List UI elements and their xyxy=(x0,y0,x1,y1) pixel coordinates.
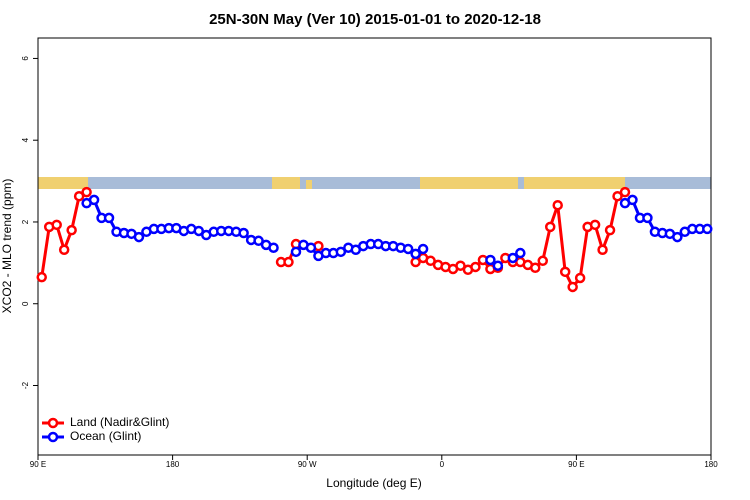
x-tick-label: 180 xyxy=(704,460,718,469)
data-point xyxy=(290,246,302,258)
data-point xyxy=(612,190,623,202)
legend-marker xyxy=(47,417,59,429)
data-point xyxy=(73,190,85,202)
data-point xyxy=(51,219,62,231)
x-tick-label: 0 xyxy=(440,460,445,469)
data-point xyxy=(559,266,571,278)
data-point xyxy=(455,260,466,271)
data-point xyxy=(567,281,578,293)
y-tick-label: 2 xyxy=(21,219,30,224)
y-tick-label: -2 xyxy=(21,381,30,389)
data-point xyxy=(642,212,653,224)
data-point xyxy=(574,272,586,284)
land-ocean-strip xyxy=(38,177,711,189)
x-tick-label: 180 xyxy=(166,460,180,469)
legend-label: Ocean (Glint) xyxy=(70,429,141,443)
series-line xyxy=(40,190,626,290)
data-point xyxy=(507,252,519,264)
data-point xyxy=(544,221,556,233)
data-point xyxy=(410,248,421,260)
data-point xyxy=(402,243,414,255)
data-point xyxy=(253,235,264,247)
land-band xyxy=(38,177,88,189)
y-tick-label: 6 xyxy=(21,56,30,61)
data-point xyxy=(604,224,616,236)
data-point xyxy=(619,186,631,198)
land-band xyxy=(306,180,312,189)
data-point xyxy=(627,194,638,206)
y-axis-label: XCO2 - MLO trend (ppm) xyxy=(0,179,14,314)
data-point xyxy=(552,199,563,211)
data-point xyxy=(103,212,115,224)
data-point xyxy=(530,262,541,274)
data-point xyxy=(58,244,70,256)
data-point xyxy=(238,227,249,239)
data-point xyxy=(81,186,92,198)
data-point xyxy=(425,255,436,267)
x-axis-label: Longitude (deg E) xyxy=(326,476,421,490)
data-point xyxy=(283,256,294,268)
y-tick-label: 0 xyxy=(21,301,30,306)
data-point xyxy=(485,254,496,266)
legend-label: Land (Nadir&Glint) xyxy=(70,415,169,429)
land-band xyxy=(524,177,625,189)
data-point xyxy=(335,246,347,258)
data-point xyxy=(470,261,481,273)
data-point xyxy=(702,223,713,235)
data-point xyxy=(193,225,205,237)
data-point xyxy=(597,244,608,256)
data-point xyxy=(133,231,145,243)
legend-marker xyxy=(47,431,59,443)
data-point xyxy=(515,247,526,259)
data-point xyxy=(305,242,317,253)
data-point xyxy=(36,271,47,283)
data-point xyxy=(268,242,279,253)
plot-frame xyxy=(37,37,712,456)
chart-title: 25N-30N May (Ver 10) 2015-01-01 to 2020-… xyxy=(209,11,541,28)
data-point xyxy=(66,224,77,236)
y-tick-label: 4 xyxy=(21,137,30,142)
data-point xyxy=(672,231,683,243)
x-tick-label: 90 E xyxy=(30,460,46,469)
data-point xyxy=(88,194,100,206)
land-band xyxy=(420,177,518,189)
data-point xyxy=(589,219,601,231)
land-band xyxy=(272,177,300,189)
data-point xyxy=(417,243,429,255)
x-tick-label: 90 W xyxy=(298,460,317,469)
x-tick-label: 90 E xyxy=(568,460,584,469)
data-point xyxy=(537,255,548,267)
data-point xyxy=(492,260,504,271)
